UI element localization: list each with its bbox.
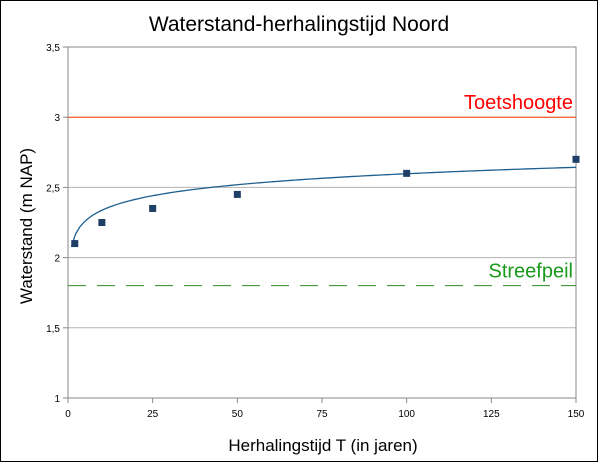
trendline [70,166,577,247]
data-point [98,219,106,226]
y-tick-label: 3,5 [46,43,60,54]
x-axis-label: Herhalingstijd T (in jaren) [228,436,417,455]
x-tick-label: 100 [398,409,415,420]
x-tick-label: 0 [65,409,71,420]
chart-title: Waterstand-herhalingstijd Noord [149,13,449,36]
x-tick-label: 50 [232,409,244,420]
x-axis-ticks: 0 25 50 75 100 125 150 [65,398,585,420]
data-point [403,169,411,177]
x-tick-label: 150 [568,409,585,420]
toetshoogte-label: Toetshoogte [464,92,573,114]
y-tick-label: 1 [54,394,60,405]
y-axis-label: Waterstand (m NAP) [17,148,36,304]
x-tick-label: 75 [316,409,328,420]
series-layer [70,155,580,248]
y-axis-ticks: 1 1,5 2 2,5 3 3,5 [46,43,68,405]
x-tick-label: 25 [147,409,159,420]
y-tick-label: 3 [54,113,60,124]
reference-lines: Toetshoogte Streefpeil [68,92,576,287]
y-tick-label: 1,5 [46,324,60,335]
streefpeil-label: Streefpeil [489,261,574,283]
y-tick-label: 2 [54,254,60,265]
data-point [572,155,580,163]
x-tick-label: 125 [483,409,500,420]
y-tick-label: 2,5 [46,183,60,194]
data-point [71,240,79,248]
data-point [149,204,157,212]
data-point [233,190,241,198]
